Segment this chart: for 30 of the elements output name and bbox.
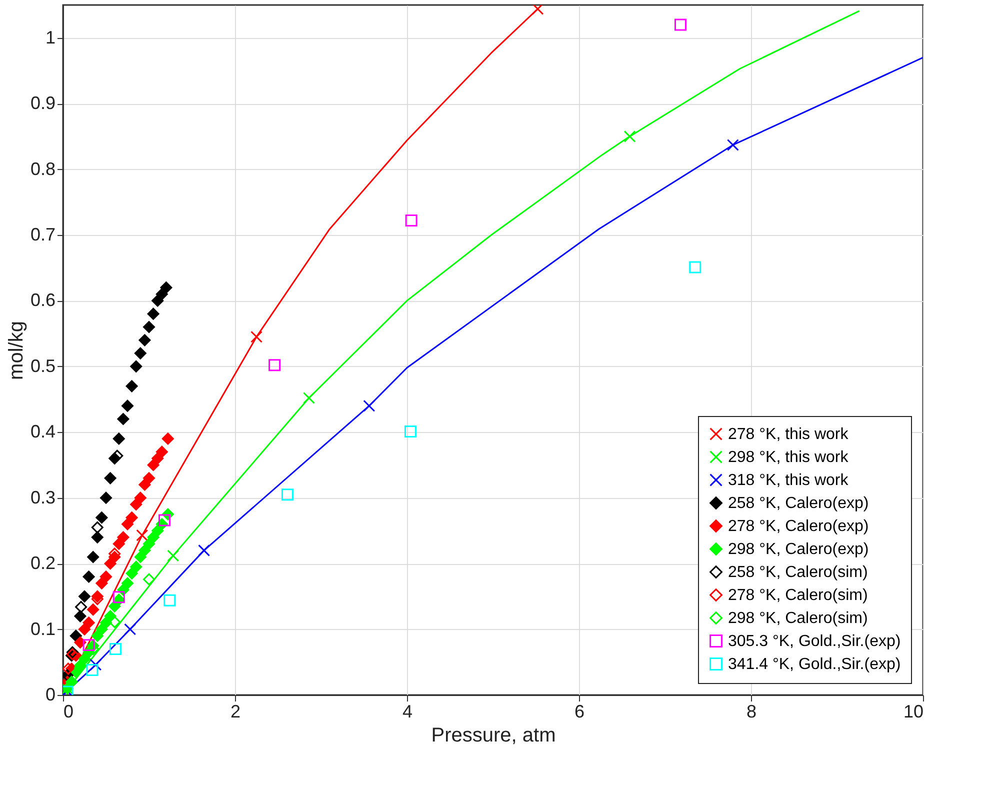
y-tick-label: 0: [45, 684, 56, 704]
legend-label: 258 °K, Calero(sim): [728, 564, 868, 581]
x-tick-label: 4: [402, 702, 413, 722]
legend-label: 278 °K, Calero(exp): [728, 518, 869, 535]
legend-label: 278 °K, this work: [728, 426, 850, 443]
x-axis-title: Pressure, atm: [431, 724, 556, 746]
y-tick-label: 0.7: [30, 224, 56, 244]
y-tick-label: 0.2: [30, 553, 56, 574]
legend-label: 305.3 °K, Gold.,Sir.(exp): [728, 633, 901, 650]
x-tick-label: 6: [574, 702, 585, 722]
y-tick-label: 0.9: [30, 93, 56, 114]
legend-label: 318 °K, this work: [728, 472, 850, 489]
y-tick-label: 0.4: [30, 422, 56, 442]
y-tick-label: 0.5: [30, 356, 56, 376]
y-tick-label: 1: [45, 27, 56, 48]
x-tick-label: 2: [230, 702, 241, 722]
y-tick-label: 0.6: [30, 290, 56, 310]
legend-label: 341.4 °K, Gold.,Sir.(exp): [728, 656, 901, 673]
y-tick-label: 0.8: [30, 158, 56, 179]
y-tick-label: 0.3: [30, 487, 56, 508]
y-axis-title: mol/kg: [5, 321, 28, 380]
legend-label: 298 °K, Calero(exp): [728, 541, 869, 558]
legend-label: 278 °K, Calero(sim): [728, 587, 868, 604]
x-tick-label: 8: [746, 702, 757, 722]
legend-label: 298 °K, Calero(sim): [728, 610, 868, 627]
legend-label: 258 °K, Calero(exp): [728, 495, 869, 512]
legend-label: 298 °K, this work: [728, 449, 850, 466]
y-tick-label: 0.1: [30, 618, 56, 639]
x-tick-label: 10: [903, 702, 924, 722]
x-tick-label: 0: [64, 702, 74, 722]
